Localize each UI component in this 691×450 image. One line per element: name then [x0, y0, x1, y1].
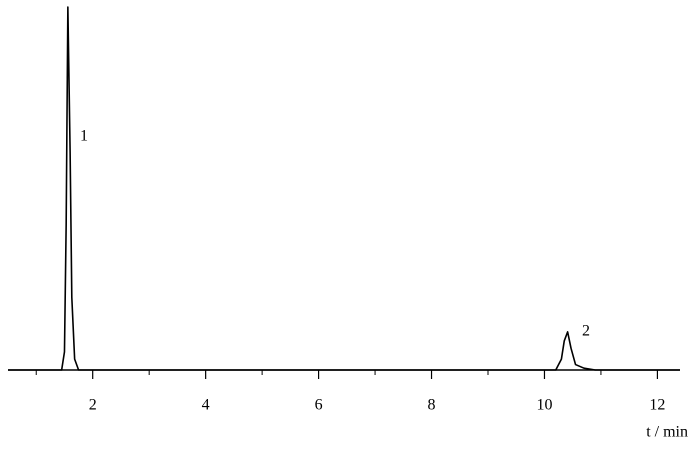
x-tick-label: 10: [536, 397, 552, 414]
x-axis-label: t / min: [646, 424, 688, 441]
x-tick-label: 8: [428, 397, 436, 414]
peak-label: 2: [582, 323, 590, 340]
peak-label: 1: [80, 128, 88, 145]
chromatogram-line: [8, 6, 680, 371]
x-tick-label: 6: [315, 397, 323, 414]
x-tick-label: 4: [202, 397, 210, 414]
x-tick-label: 2: [89, 397, 97, 414]
x-tick-label: 12: [649, 397, 665, 414]
